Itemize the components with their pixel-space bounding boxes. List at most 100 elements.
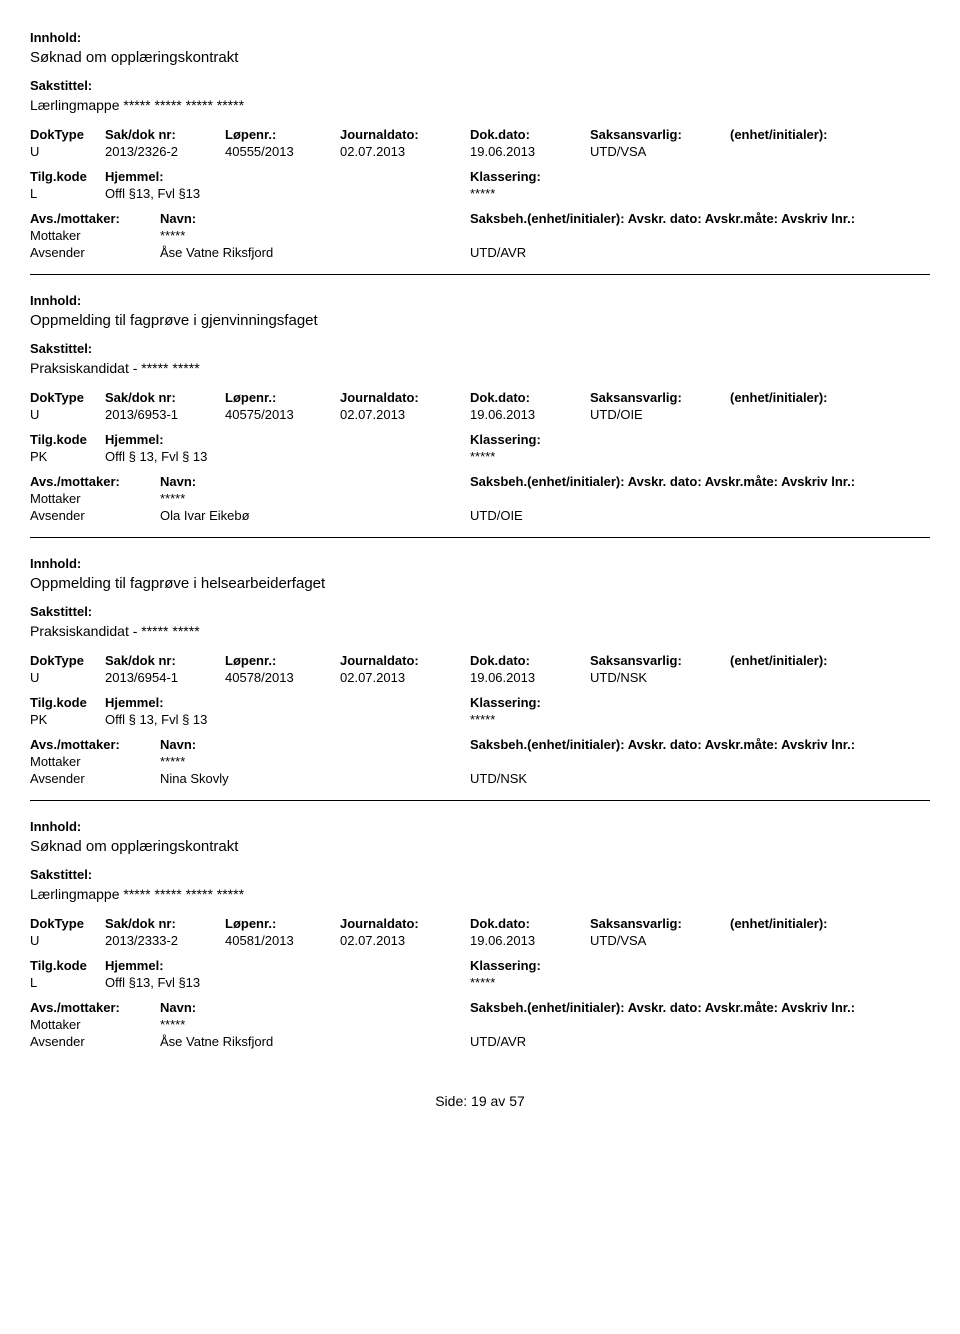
sakstittel-label: Sakstittel: (30, 604, 930, 619)
mottaker-row: Mottaker ***** (30, 1017, 930, 1032)
hjemmel-value: Offl §13, Fvl §13 (105, 186, 470, 201)
doktype-value: U (30, 933, 105, 948)
mottaker-label: Mottaker (30, 491, 160, 506)
saksbeh-label: Saksbeh.(enhet/initialer): Avskr. dato: … (470, 211, 870, 226)
tilgkode-value: L (30, 975, 105, 990)
hjemmel-value: Offl §13, Fvl §13 (105, 975, 470, 990)
avs-headers: Avs./mottaker: Navn: Saksbeh.(enhet/init… (30, 1000, 930, 1015)
innhold-text: Oppmelding til fagprøve i helsearbeiderf… (30, 575, 930, 592)
enhet-label: (enhet/initialer): (730, 916, 890, 931)
avsmottaker-label: Avs./mottaker: (30, 474, 160, 489)
hjemmel-label: Hjemmel: (105, 695, 470, 710)
meta-values: U 2013/6954-1 40578/2013 02.07.2013 19.0… (30, 670, 930, 685)
sakstittel-label: Sakstittel: (30, 867, 930, 882)
saksansvarlig-value: UTD/VSA (590, 144, 730, 159)
saksansvarlig-label: Saksansvarlig: (590, 127, 730, 142)
dokdato-label: Dok.dato: (470, 653, 590, 668)
sakdoknr-label: Sak/dok nr: (105, 127, 225, 142)
dokdato-value: 19.06.2013 (470, 407, 590, 422)
page-number: 19 (471, 1093, 487, 1109)
avsmottaker-label: Avs./mottaker: (30, 211, 160, 226)
avs-headers: Avs./mottaker: Navn: Saksbeh.(enhet/init… (30, 211, 930, 226)
avsender-enhet: UTD/NSK (470, 771, 870, 786)
doktype-label: DokType (30, 653, 105, 668)
lopenr-value: 40555/2013 (225, 144, 340, 159)
sakdoknr-value: 2013/2326-2 (105, 144, 225, 159)
avsender-label: Avsender (30, 245, 160, 260)
innhold-text: Søknad om opplæringskontrakt (30, 838, 930, 855)
hjemmel-values: L Offl §13, Fvl §13 ***** (30, 186, 930, 201)
journaldato-label: Journaldato: (340, 916, 470, 931)
saksansvarlig-label: Saksansvarlig: (590, 390, 730, 405)
avsmottaker-label: Avs./mottaker: (30, 737, 160, 752)
sakstittel-text: Praksiskandidat - ***** ***** (30, 360, 930, 376)
hjemmel-headers: Tilg.kode Hjemmel: Klassering: (30, 432, 930, 447)
hjemmel-values: L Offl §13, Fvl §13 ***** (30, 975, 930, 990)
meta-headers: DokType Sak/dok nr: Løpenr.: Journaldato… (30, 390, 930, 405)
mottaker-row: Mottaker ***** (30, 754, 930, 769)
enhet-label: (enhet/initialer): (730, 127, 890, 142)
sakdoknr-value: 2013/2333-2 (105, 933, 225, 948)
lopenr-label: Løpenr.: (225, 916, 340, 931)
lopenr-label: Løpenr.: (225, 390, 340, 405)
meta-values: U 2013/2326-2 40555/2013 02.07.2013 19.0… (30, 144, 930, 159)
journaldato-label: Journaldato: (340, 653, 470, 668)
journal-entry: Innhold: Oppmelding til fagprøve i gjenv… (30, 293, 930, 538)
mottaker-row: Mottaker ***** (30, 491, 930, 506)
tilgkode-label: Tilg.kode (30, 958, 105, 973)
avsender-row: Avsender Åse Vatne Riksfjord UTD/AVR (30, 245, 930, 260)
journal-entry: Innhold: Søknad om opplæringskontrakt Sa… (30, 30, 930, 275)
lopenr-label: Løpenr.: (225, 127, 340, 142)
lopenr-label: Løpenr.: (225, 653, 340, 668)
journaldato-label: Journaldato: (340, 127, 470, 142)
doktype-value: U (30, 407, 105, 422)
journal-entry: Innhold: Søknad om opplæringskontrakt Sa… (30, 819, 930, 1063)
innhold-label: Innhold: (30, 293, 930, 308)
dokdato-value: 19.06.2013 (470, 670, 590, 685)
sakdoknr-label: Sak/dok nr: (105, 390, 225, 405)
sakdoknr-label: Sak/dok nr: (105, 653, 225, 668)
klassering-value: ***** (470, 449, 770, 464)
sakstittel-text: Lærlingmappe ***** ***** ***** ***** (30, 97, 930, 113)
klassering-value: ***** (470, 712, 770, 727)
journal-entry: Innhold: Oppmelding til fagprøve i helse… (30, 556, 930, 801)
journaldato-value: 02.07.2013 (340, 933, 470, 948)
innhold-text: Søknad om opplæringskontrakt (30, 49, 930, 66)
avsender-row: Avsender Ola Ivar Eikebø UTD/OIE (30, 508, 930, 523)
page-total: 57 (509, 1093, 525, 1109)
saksansvarlig-label: Saksansvarlig: (590, 916, 730, 931)
saksbeh-label: Saksbeh.(enhet/initialer): Avskr. dato: … (470, 474, 870, 489)
journaldato-label: Journaldato: (340, 390, 470, 405)
meta-headers: DokType Sak/dok nr: Løpenr.: Journaldato… (30, 127, 930, 142)
avsender-row: Avsender Nina Skovly UTD/NSK (30, 771, 930, 786)
mottaker-label: Mottaker (30, 1017, 160, 1032)
tilgkode-label: Tilg.kode (30, 169, 105, 184)
hjemmel-values: PK Offl § 13, Fvl § 13 ***** (30, 712, 930, 727)
lopenr-value: 40575/2013 (225, 407, 340, 422)
tilgkode-label: Tilg.kode (30, 432, 105, 447)
avs-headers: Avs./mottaker: Navn: Saksbeh.(enhet/init… (30, 737, 930, 752)
mottaker-label: Mottaker (30, 754, 160, 769)
hjemmel-headers: Tilg.kode Hjemmel: Klassering: (30, 695, 930, 710)
journaldato-value: 02.07.2013 (340, 670, 470, 685)
klassering-value: ***** (470, 975, 770, 990)
entries-container: Innhold: Søknad om opplæringskontrakt Sa… (30, 30, 930, 1063)
mottaker-navn: ***** (160, 228, 470, 243)
dokdato-value: 19.06.2013 (470, 144, 590, 159)
klassering-label: Klassering: (470, 432, 770, 447)
doktype-label: DokType (30, 390, 105, 405)
avs-headers: Avs./mottaker: Navn: Saksbeh.(enhet/init… (30, 474, 930, 489)
lopenr-value: 40581/2013 (225, 933, 340, 948)
dokdato-label: Dok.dato: (470, 916, 590, 931)
avsender-row: Avsender Åse Vatne Riksfjord UTD/AVR (30, 1034, 930, 1049)
navn-label: Navn: (160, 474, 470, 489)
saksbeh-label: Saksbeh.(enhet/initialer): Avskr. dato: … (470, 1000, 870, 1015)
mottaker-navn: ***** (160, 1017, 470, 1032)
dokdato-value: 19.06.2013 (470, 933, 590, 948)
meta-values: U 2013/2333-2 40581/2013 02.07.2013 19.0… (30, 933, 930, 948)
avsender-enhet: UTD/AVR (470, 245, 870, 260)
tilgkode-value: L (30, 186, 105, 201)
doktype-label: DokType (30, 127, 105, 142)
meta-headers: DokType Sak/dok nr: Løpenr.: Journaldato… (30, 916, 930, 931)
navn-label: Navn: (160, 737, 470, 752)
